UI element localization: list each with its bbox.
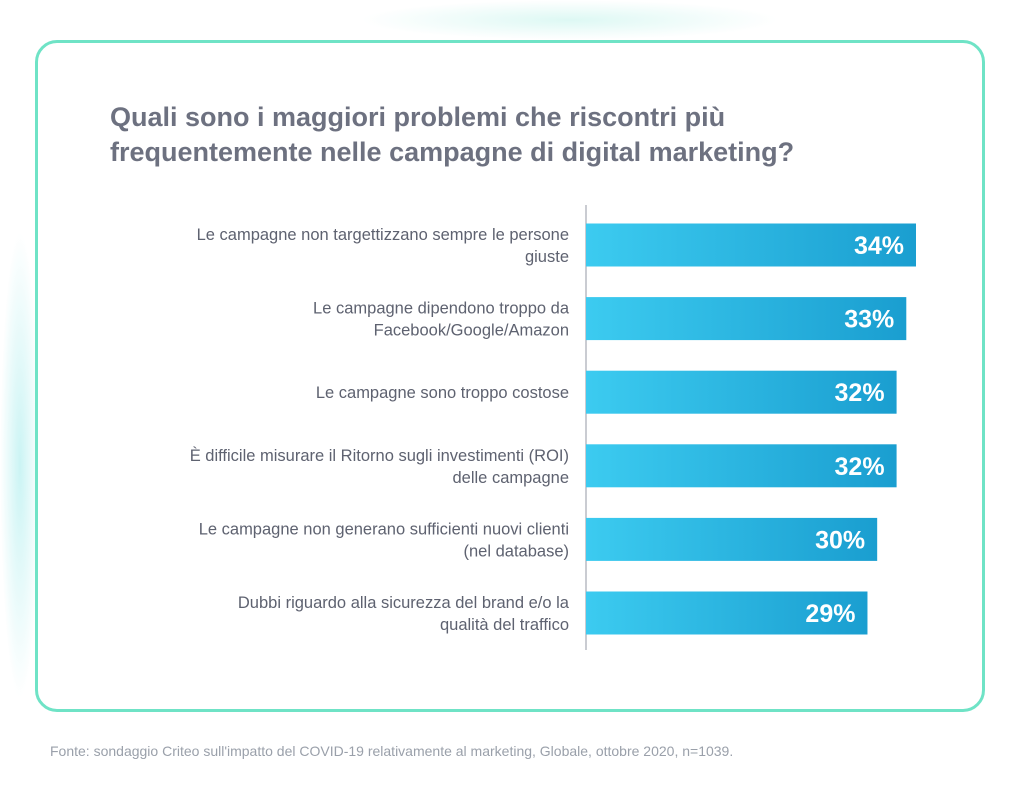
- bar-value-label: 32%: [835, 453, 885, 481]
- bar-value-label: 33%: [844, 306, 894, 334]
- bar: [586, 297, 907, 341]
- category-label: Le campagne non generano sufficienti nuo…: [199, 520, 569, 538]
- category-label: È difficile misurare il Ritorno sugli in…: [190, 446, 569, 465]
- bar: [586, 517, 878, 561]
- bar: [586, 444, 897, 488]
- background-glow-left: [0, 230, 40, 700]
- category-label: Le campagne sono troppo costose: [316, 384, 569, 402]
- bars-group: 34% Le campagne non targettizzano sempre …: [190, 223, 916, 635]
- background-glow-top: [360, 0, 780, 40]
- bar-value-label: 34%: [854, 232, 904, 260]
- bar-value-label: 32%: [835, 379, 885, 407]
- category-label: delle campagne: [453, 469, 570, 487]
- category-label: (nel database): [464, 542, 570, 560]
- bar-value-label: 29%: [805, 600, 855, 628]
- category-label: Facebook/Google/Amazon: [374, 322, 569, 340]
- category-label: giuste: [525, 248, 569, 266]
- bar: [586, 591, 868, 635]
- category-label: qualità del traffico: [440, 616, 569, 634]
- category-label: Le campagne non targettizzano sempre le …: [197, 226, 569, 244]
- chart-title: Quali sono i maggiori problemi che risco…: [110, 102, 795, 167]
- source-note: Fonte: sondaggio Criteo sull'impatto del…: [50, 743, 734, 759]
- category-label: Dubbi riguardo alla sicurezza del brand …: [238, 594, 570, 612]
- bar-value-label: 30%: [815, 526, 865, 554]
- category-label: Le campagne dipendono troppo da: [313, 300, 570, 318]
- bar: [586, 223, 916, 267]
- bar: [586, 370, 897, 414]
